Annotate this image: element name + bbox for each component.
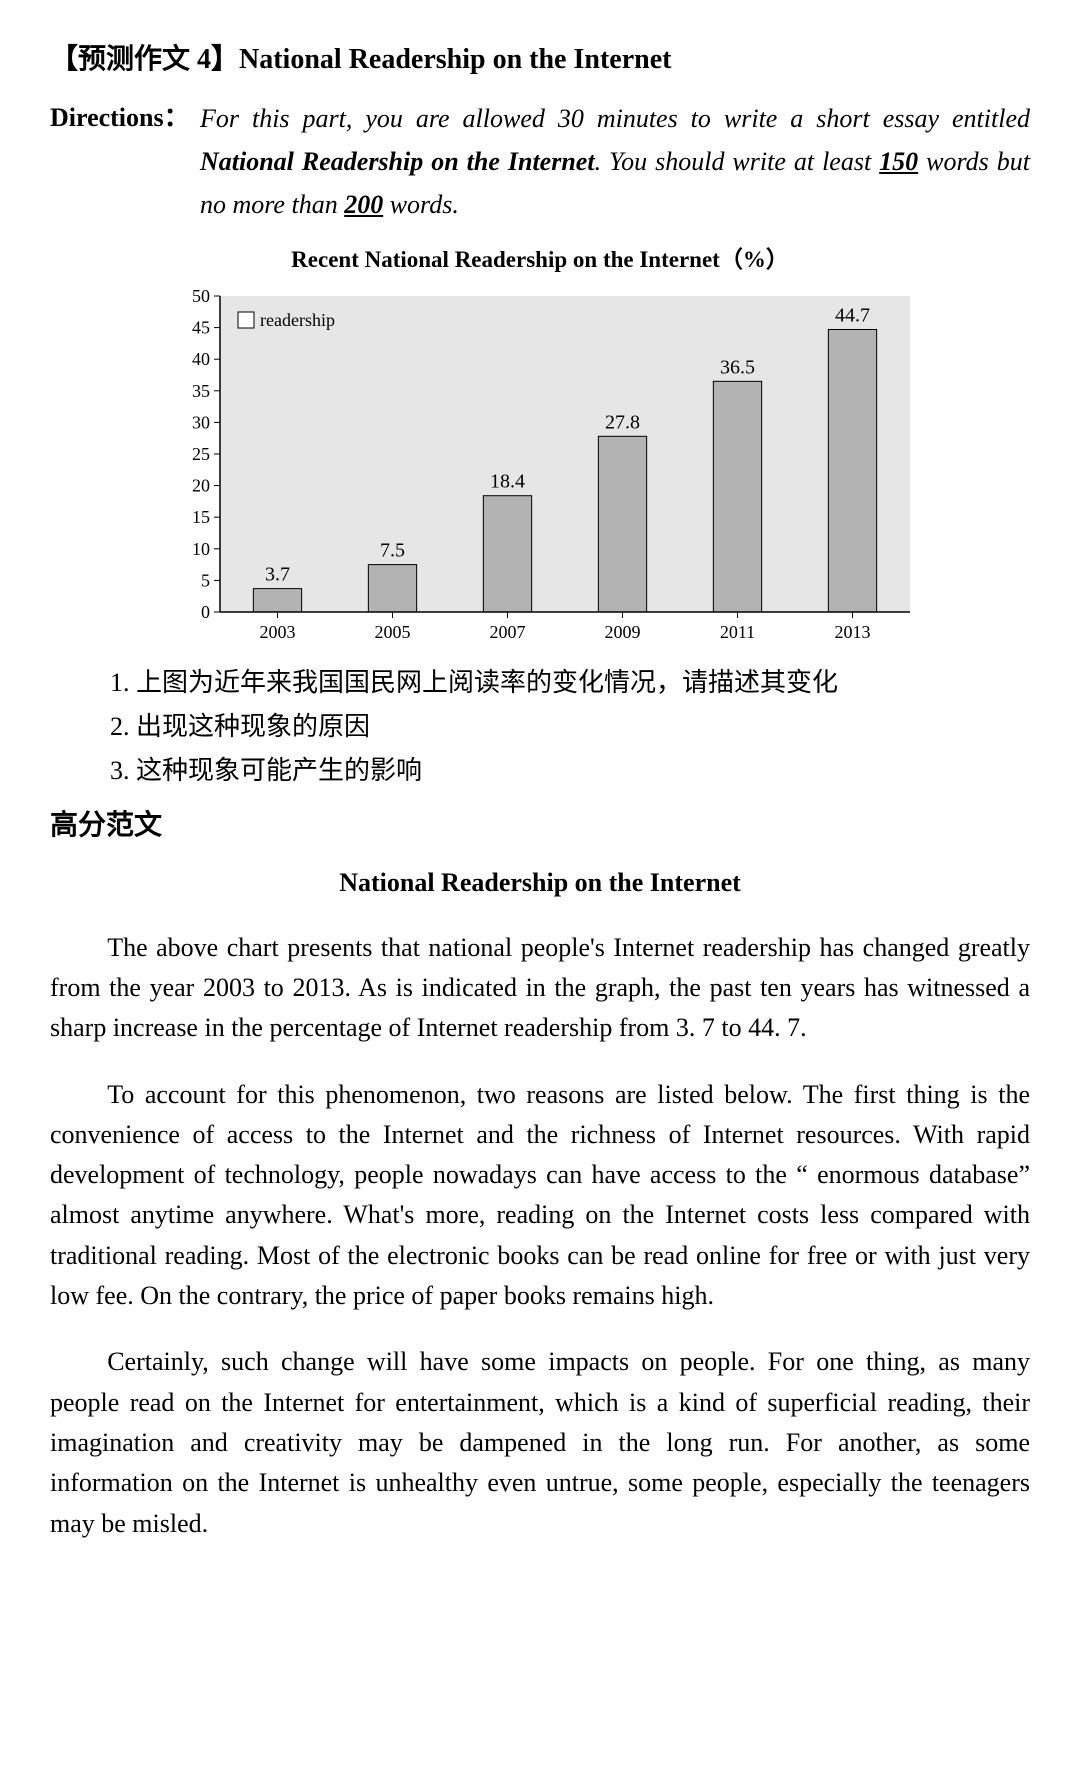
directions-label: Directions： — [50, 103, 190, 132]
section-heading: 高分范文 — [50, 805, 1030, 846]
svg-text:36.5: 36.5 — [720, 357, 755, 379]
title-english: National Readership on the Internet — [239, 44, 671, 75]
page-title: 【预测作文 4】National Readership on the Inter… — [50, 40, 1030, 81]
svg-text:30: 30 — [192, 413, 210, 433]
svg-text:2011: 2011 — [720, 622, 755, 642]
svg-text:2009: 2009 — [605, 622, 641, 642]
readership-bar-chart: 0 5 10 15 20 25 30 35 40 45 50 3.7 2003 7.5 2005 18.4 20… — [160, 286, 920, 646]
svg-text:2003: 2003 — [260, 622, 296, 642]
prompt-item-1: 1. 上图为近年来我国国民网上阅读率的变化情况，请描述其变化 — [110, 664, 1030, 702]
chart-title: Recent National Readership on the Intern… — [160, 243, 920, 276]
essay-title: National Readership on the Internet — [50, 864, 1030, 902]
chart-container: Recent National Readership on the Intern… — [160, 243, 920, 646]
directions-body: For this part, you are allowed 30 minute… — [50, 98, 1030, 227]
essay-paragraph-1: The above chart presents that national p… — [50, 928, 1030, 1049]
svg-text:45: 45 — [192, 318, 210, 338]
svg-text:25: 25 — [192, 444, 210, 464]
svg-text:10: 10 — [192, 539, 210, 559]
svg-text:20: 20 — [192, 476, 210, 496]
svg-text:5: 5 — [201, 571, 210, 591]
prompt-item-3: 3. 这种现象可能产生的影响 — [110, 752, 1030, 790]
svg-text:35: 35 — [192, 381, 210, 401]
svg-text:18.4: 18.4 — [490, 471, 525, 493]
svg-text:2005: 2005 — [375, 622, 411, 642]
title-prefix: 【预测作文 4】 — [50, 44, 239, 75]
prompt-list: 1. 上图为近年来我国国民网上阅读率的变化情况，请描述其变化 2. 出现这种现象… — [50, 664, 1030, 789]
svg-text:44.7: 44.7 — [835, 305, 870, 327]
svg-text:7.5: 7.5 — [380, 540, 405, 562]
svg-text:27.8: 27.8 — [605, 412, 640, 434]
svg-text:0: 0 — [201, 602, 210, 622]
svg-text:2007: 2007 — [490, 622, 526, 642]
svg-text:15: 15 — [192, 507, 210, 527]
prompt-item-2: 2. 出现这种现象的原因 — [110, 708, 1030, 746]
essay-paragraph-2: To account for this phenomenon, two reas… — [50, 1075, 1030, 1317]
directions: Directions： For this part, you are allow… — [50, 99, 1030, 227]
svg-text:3.7: 3.7 — [265, 564, 290, 586]
svg-text:40: 40 — [192, 349, 210, 369]
svg-text:readership: readership — [260, 310, 335, 330]
essay-paragraph-3: Certainly, such change will have some im… — [50, 1342, 1030, 1543]
svg-text:50: 50 — [192, 286, 210, 306]
svg-text:2013: 2013 — [835, 622, 871, 642]
